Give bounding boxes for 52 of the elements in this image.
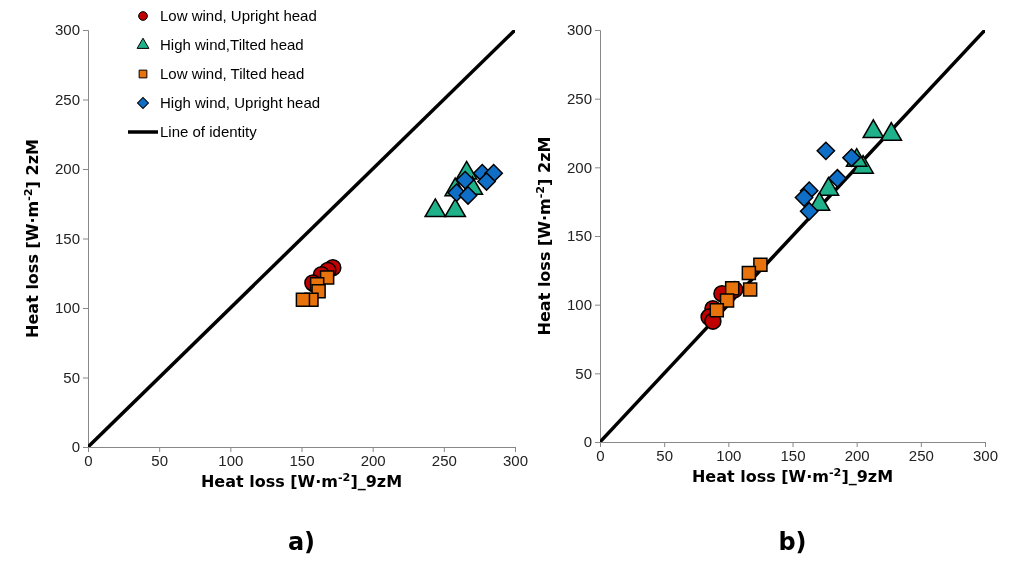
legend-label: Low wind, Tilted head — [160, 65, 305, 82]
x-tick-label: 50 — [656, 446, 674, 464]
text: a) — [287, 528, 316, 556]
point — [794, 188, 814, 207]
point — [842, 148, 861, 168]
x-tick-label: 300 — [502, 451, 529, 469]
point — [742, 282, 758, 297]
point — [455, 170, 475, 190]
point — [862, 119, 885, 139]
point — [477, 172, 496, 191]
point — [719, 293, 735, 308]
x-tick-label: 50 — [151, 451, 169, 469]
y-tick-label: 50 — [575, 364, 592, 382]
y-tick-label: 300 — [566, 21, 592, 39]
y-tick-label: 300 — [54, 21, 80, 39]
x-tick-label: 0 — [596, 446, 605, 464]
x-tick-label: 250 — [431, 451, 457, 469]
x-axis-title: Heat loss [W·m$^{-2}$]_9zM — [691, 465, 894, 486]
y-tick-label: 150 — [54, 229, 80, 247]
y-tick-label: 0 — [583, 433, 592, 451]
text: b) — [778, 528, 807, 556]
point — [458, 186, 478, 205]
legend-label: Line of identity — [160, 123, 258, 140]
legend-label: Low wind, Upright head — [160, 7, 317, 24]
x-tick-label: 200 — [360, 451, 386, 469]
x-tick-label: 150 — [289, 451, 315, 469]
point — [828, 168, 847, 188]
point — [816, 141, 836, 161]
y-tick-label: 50 — [63, 368, 80, 386]
point — [799, 201, 819, 221]
point — [753, 257, 768, 273]
point — [709, 302, 725, 318]
legend-label: High wind, Upright head — [160, 94, 321, 111]
x-tick-label: 100 — [218, 451, 244, 469]
x-tick-label: 150 — [780, 446, 806, 464]
y-tick-label: 100 — [566, 295, 592, 313]
x-tick-label: 0 — [84, 451, 93, 469]
x-axis-title: Heat loss [W·m$^{-2}$]_9zM — [200, 470, 403, 491]
point — [880, 121, 903, 142]
x-tick-label: 250 — [908, 446, 934, 464]
y-tick-label: 250 — [566, 89, 592, 107]
x-tick-label: 200 — [844, 446, 870, 464]
y-tick-label: 150 — [566, 227, 592, 245]
legend-label: High wind,Tilted head — [160, 36, 304, 53]
point — [741, 265, 757, 281]
y-tick-label: 250 — [54, 90, 80, 108]
point — [295, 292, 311, 307]
y-tick-label: 200 — [54, 160, 80, 178]
x-tick-label: 300 — [972, 446, 999, 464]
y-tick-label: 100 — [54, 299, 80, 317]
x-tick-label: 100 — [716, 446, 742, 464]
y-tick-label: 200 — [566, 158, 592, 176]
